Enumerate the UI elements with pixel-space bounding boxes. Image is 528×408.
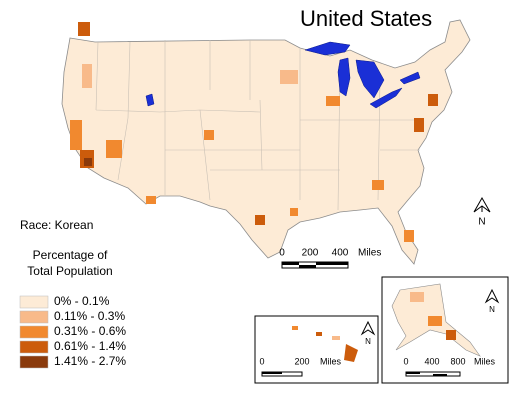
scale-bar-fill [262,372,282,374]
legend-label: 0% - 0.1% [54,294,110,308]
great-salt-lake [145,93,155,107]
county [404,230,414,242]
lake-ontario [399,71,421,85]
legend-label: 0.11% - 0.3% [54,309,125,323]
county [414,118,424,132]
island [344,344,358,362]
alaska-inset: N 0 400 800 Miles [381,276,509,384]
scale-label: 200 [302,248,319,259]
scale-label: 200 [294,356,309,366]
county [78,22,90,36]
legend-swatch [19,295,49,309]
county-patches [70,22,438,242]
map-title: United States [300,6,432,31]
scale-label: 0 [403,356,408,366]
legend-title: Percentage of [33,248,108,262]
county [70,120,82,150]
county [326,96,340,106]
island [316,332,322,336]
county [84,158,92,166]
county [446,330,456,340]
county [290,208,298,216]
lake-huron [355,59,385,99]
hawaii-inset: N 0 200 Miles [254,315,379,384]
north-arrow-shape [360,320,376,336]
scale-label: 0 [279,248,285,259]
north-label: N [365,337,371,346]
lake-erie [369,87,403,109]
north-label: N [489,305,495,314]
scale-bar-fill [406,372,420,374]
north-label: N [478,217,485,228]
scale-label: 0 [259,356,264,366]
legend-title: Total Population [27,264,112,278]
scale-label: Miles [358,248,381,259]
us-mainland [61,19,471,265]
island [332,336,340,340]
county [255,215,265,225]
county [410,292,424,302]
county [428,94,438,106]
north-arrow: N [473,196,491,228]
scale-bar-fill [282,262,299,265]
state-lines [95,40,420,211]
lake-superior [304,41,351,56]
legend-swatch [19,355,49,369]
county [428,316,442,326]
scale-label: Miles [320,356,342,366]
scale-label: 400 [424,356,439,366]
legend-swatch [19,340,49,354]
county [204,130,214,140]
county [82,64,92,88]
north-arrow-shape [484,288,500,304]
legend-label: 0.61% - 1.4% [54,339,126,353]
county [146,196,156,204]
scale-bar-fill [299,265,316,268]
legend-label: 1.41% - 2.7% [54,354,126,368]
mainland-map [61,19,471,265]
scale-label: Miles [474,356,496,366]
scale-bar: 0 200 400 Miles [279,248,381,269]
county [372,180,384,190]
north-arrow-shape [473,196,491,213]
scale-bar-fill [316,262,348,265]
legend-swatch [19,325,49,339]
county [106,140,122,158]
legend: 0% - 0.1%0.11% - 0.3%0.31% - 0.6%0.61% -… [19,294,126,369]
island [292,326,298,330]
legend-swatch [19,310,49,324]
legend-label: 0.31% - 0.6% [54,324,126,338]
subtitle: Race: Korean [20,218,93,232]
county [280,70,298,84]
lake-michigan [337,57,351,97]
scale-label: 800 [450,356,465,366]
scale-label: 400 [332,248,349,259]
scale-bar-fill [433,374,447,376]
